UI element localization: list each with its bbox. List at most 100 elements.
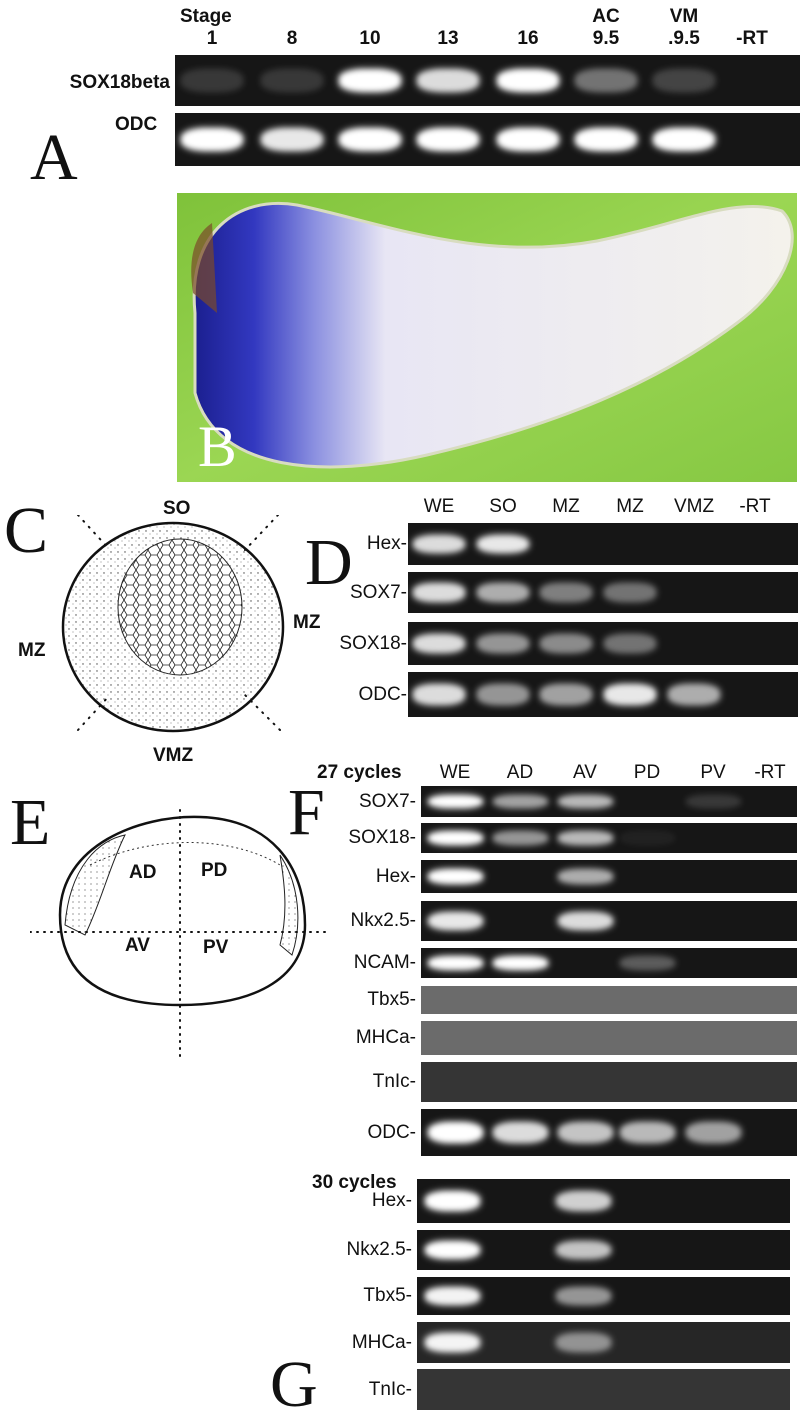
band	[427, 831, 483, 845]
gel-row	[408, 672, 798, 717]
band	[492, 1121, 548, 1144]
gel-row	[421, 901, 797, 941]
gel-row-label: ODC-	[358, 683, 407, 705]
band	[427, 794, 483, 809]
band	[427, 912, 483, 930]
stage-label: Stage	[180, 6, 232, 27]
gel-row-label: TnIc-	[368, 1378, 412, 1400]
band	[424, 1287, 480, 1305]
label-vmz: VMZ	[153, 745, 194, 766]
panel-letter-g: G	[270, 1348, 318, 1421]
lane-header: -RT	[736, 28, 768, 49]
band	[424, 1241, 480, 1259]
band	[427, 869, 483, 884]
gel-row-label: SOX7-	[358, 790, 416, 812]
label-av: AV	[125, 935, 150, 956]
gel-row	[408, 622, 798, 665]
band	[619, 1121, 675, 1144]
band	[685, 1121, 741, 1144]
gel-row	[408, 523, 798, 565]
label-mz-right: MZ	[293, 612, 321, 633]
band	[417, 69, 479, 92]
lane-header: 8	[286, 28, 298, 49]
band	[477, 583, 529, 602]
band	[492, 794, 548, 809]
gel-row-label: Nkx2.5-	[346, 1239, 412, 1260]
lane-header: AC	[592, 6, 620, 27]
lane-header: 16	[517, 28, 539, 49]
band	[555, 1191, 611, 1211]
lane-header: AV	[573, 762, 597, 783]
gel-row-label: Hex-	[366, 533, 407, 554]
band	[557, 831, 613, 845]
gel-row	[417, 1322, 790, 1363]
gel-row-label: MHCa-	[351, 1331, 412, 1353]
gel-row	[408, 572, 798, 613]
gel-row-label: Hex-	[375, 865, 416, 887]
gel-row-label: Tbx5-	[367, 989, 416, 1010]
gastrula-diagram	[40, 514, 310, 745]
band	[604, 583, 656, 602]
band	[339, 69, 401, 92]
band	[555, 1241, 611, 1259]
row-label-odc: ODC	[115, 114, 158, 135]
band	[417, 127, 479, 152]
band	[424, 1191, 480, 1211]
lane-header: -RT	[754, 762, 786, 783]
gel-row-label: NCAM-	[353, 952, 416, 973]
lane-header: PV	[700, 762, 726, 783]
gel-row	[421, 786, 797, 817]
label-mz-left: MZ	[18, 640, 46, 661]
gel-row	[421, 986, 797, 1014]
band	[413, 583, 465, 602]
gel-row-label: SOX7-	[349, 581, 407, 603]
band	[619, 956, 675, 970]
lane-header: WE	[439, 762, 471, 783]
panel-letter-e: E	[10, 786, 51, 859]
band	[181, 127, 243, 152]
lane-header: MZ	[616, 496, 644, 517]
gel-row	[421, 860, 797, 893]
gel-row	[175, 55, 800, 106]
band	[557, 912, 613, 930]
band	[427, 1121, 483, 1144]
panel-letter-c: C	[4, 494, 49, 567]
label-pd: PD	[201, 860, 228, 881]
lane-header: 9.5	[592, 28, 620, 49]
gel-row	[417, 1230, 790, 1270]
band	[181, 69, 243, 92]
band	[540, 684, 592, 705]
neurula-diagram	[29, 805, 331, 1060]
gel-row-label: Tbx5-	[363, 1285, 412, 1306]
gel-row	[421, 1062, 797, 1102]
gel-row-label: TnIc-	[372, 1071, 416, 1092]
panel-letter-f: F	[288, 776, 325, 849]
band	[413, 534, 465, 554]
band	[413, 684, 465, 705]
band	[555, 1333, 611, 1352]
band	[477, 534, 529, 554]
band	[575, 127, 637, 152]
lane-header: MZ	[552, 496, 580, 517]
gel-row	[417, 1369, 790, 1410]
label-so: SO	[163, 498, 191, 519]
panel-letter-a: A	[30, 121, 78, 194]
band	[555, 1287, 611, 1305]
embryo-in-situ-photo	[177, 193, 797, 482]
band	[413, 633, 465, 654]
gel-row	[417, 1179, 790, 1223]
label-ad: AD	[129, 862, 157, 883]
band	[575, 69, 637, 92]
gel-row-label: MHCa-	[355, 1027, 416, 1048]
cycles-30-label: 30 cycles	[312, 1172, 397, 1193]
band	[540, 583, 592, 602]
lane-header: PD	[633, 762, 661, 783]
panel-letter-b: B	[198, 414, 237, 479]
band	[685, 794, 741, 809]
embryo-body	[192, 202, 794, 469]
gel-row	[421, 948, 797, 978]
gel-row	[417, 1277, 790, 1315]
panel-letter-d: D	[305, 526, 353, 599]
gel-row-label: ODC-	[367, 1121, 416, 1143]
lane-header: 1	[206, 28, 218, 49]
